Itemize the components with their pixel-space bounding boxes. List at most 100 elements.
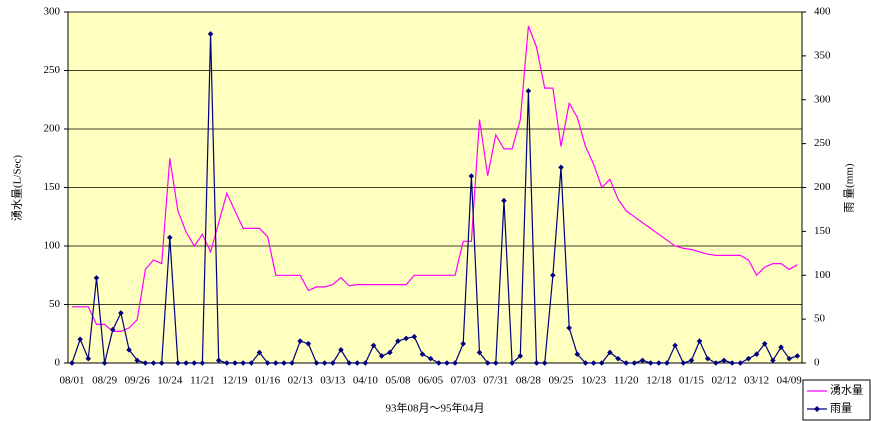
marker (794, 353, 801, 359)
x-tick-label: 01/15 (679, 375, 705, 387)
marker (370, 342, 377, 349)
marker (109, 326, 116, 333)
marker (435, 360, 442, 366)
marker (721, 357, 727, 364)
marker (387, 349, 393, 356)
marker (672, 342, 678, 349)
marker (574, 351, 581, 358)
y-tick-label: 300 (44, 6, 61, 18)
x-tick-label: 09/26 (125, 375, 151, 387)
marker (419, 351, 426, 358)
marker (395, 338, 401, 344)
marker (101, 360, 108, 366)
marker (713, 360, 719, 366)
marker (289, 360, 295, 366)
marker (305, 340, 312, 347)
y2-tick-label: 50 (814, 313, 826, 325)
y2-axis-title: 雨 量(mm) (843, 163, 856, 213)
y2-tick-label: 0 (814, 357, 820, 369)
x-axis-title: 93年08月～95年04月 (386, 401, 485, 415)
marker (745, 355, 752, 362)
marker (647, 360, 654, 366)
marker (558, 164, 564, 171)
marker (248, 360, 255, 366)
x-tick-label: 09/25 (548, 375, 574, 387)
marker (688, 357, 695, 364)
x-tick-label: 11/21 (190, 375, 215, 387)
marker (272, 360, 279, 366)
marker (313, 360, 320, 366)
x-tick-label: 08/29 (92, 375, 118, 387)
marker (232, 360, 238, 366)
y2-tick-label: 300 (814, 93, 831, 105)
marker (501, 197, 507, 204)
marker (468, 173, 475, 179)
x-tick-label: 12/18 (646, 375, 672, 387)
marker (118, 310, 124, 316)
marker (158, 360, 165, 366)
marker (224, 360, 230, 366)
x-tick-label: 02/13 (288, 375, 314, 387)
marker (452, 360, 458, 366)
legend (802, 379, 871, 421)
marker (664, 360, 670, 366)
marker (696, 338, 703, 344)
marker (615, 355, 621, 362)
y2-tick-label: 350 (814, 49, 831, 61)
marker (598, 360, 605, 366)
marker (126, 347, 132, 353)
marker (770, 357, 776, 364)
marker (207, 31, 214, 37)
marker (761, 340, 768, 347)
marker (427, 355, 434, 362)
marker (460, 340, 466, 347)
marker (134, 357, 140, 364)
marker (411, 333, 418, 340)
marker (85, 355, 92, 362)
x-tick-label: 01/16 (255, 375, 281, 387)
y-tick-label: 50 (49, 298, 61, 310)
marker (590, 360, 597, 366)
marker (582, 360, 589, 366)
x-tick-label: 12/19 (222, 375, 248, 387)
series-line (72, 25, 798, 332)
marker (631, 360, 638, 366)
marker (264, 360, 271, 366)
y-tick-label: 150 (44, 181, 61, 193)
marker (338, 347, 344, 353)
marker (321, 360, 328, 366)
marker (191, 360, 198, 366)
marker (737, 360, 744, 366)
x-tick-label: 04/09 (777, 375, 803, 387)
x-tick-label: 10/23 (581, 375, 607, 387)
y2-tick-label: 200 (814, 181, 831, 193)
marker (199, 360, 206, 366)
x-tick-label: 10/24 (157, 375, 183, 387)
x-tick-label: 06/05 (418, 375, 444, 387)
marker (346, 360, 352, 366)
legend-marker (814, 406, 820, 412)
y-tick-label: 250 (44, 64, 61, 76)
y2-tick-label: 250 (814, 137, 831, 149)
marker (77, 336, 83, 343)
marker (493, 360, 499, 366)
marker (484, 360, 491, 366)
marker (607, 349, 613, 356)
marker (215, 357, 222, 364)
legend-label: 湧水量 (830, 384, 863, 397)
x-tick-label: 08/28 (516, 375, 542, 387)
marker (362, 360, 369, 366)
marker (93, 275, 100, 281)
marker (403, 335, 409, 342)
marker (444, 360, 450, 366)
marker (639, 357, 646, 364)
x-tick-label: 03/12 (744, 375, 769, 387)
marker (509, 360, 515, 366)
x-tick-label: 11/20 (614, 375, 639, 387)
x-tick-label: 07/31 (483, 375, 508, 387)
y-tick-label: 0 (55, 357, 61, 369)
x-tick-label: 05/08 (385, 375, 411, 387)
marker (150, 360, 157, 366)
y2-tick-label: 400 (814, 6, 831, 18)
